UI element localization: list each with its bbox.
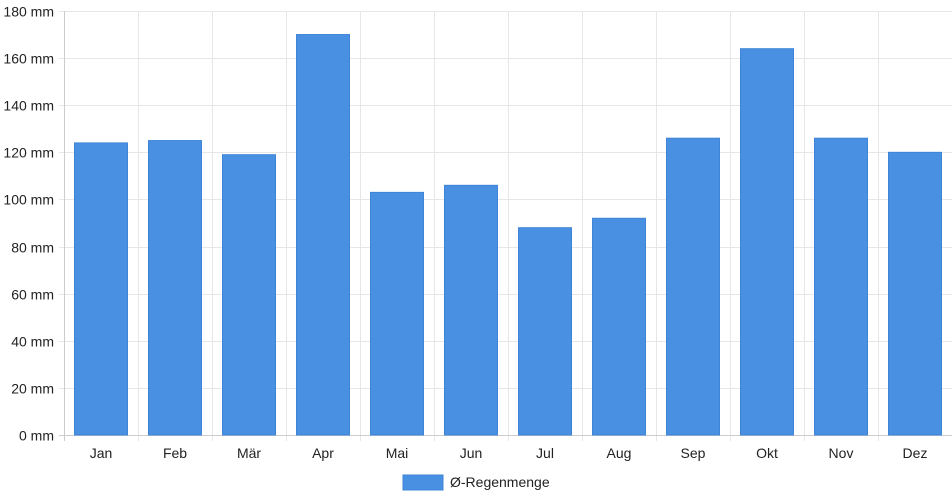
y-tick-label: 120 mm — [3, 145, 54, 161]
bar-nov[interactable] — [814, 137, 868, 436]
bar-mai[interactable] — [370, 191, 424, 436]
x-tick-label: Jul — [536, 445, 554, 461]
y-tick-label: 100 mm — [3, 192, 54, 208]
x-tick-label: Jan — [90, 445, 113, 461]
legend-label: Ø-Regenmenge — [450, 474, 550, 490]
y-tick-label: 20 mm — [11, 381, 54, 397]
y-tick-label: 60 mm — [11, 287, 54, 303]
x-tick-label: Mai — [386, 445, 409, 461]
x-tick-label: Aug — [607, 445, 632, 461]
x-tick-label: Okt — [756, 445, 778, 461]
legend[interactable]: Ø-Regenmenge — [402, 474, 550, 491]
y-tick-label: 40 mm — [11, 334, 54, 350]
axes — [59, 11, 952, 441]
x-tick-label: Sep — [681, 445, 706, 461]
bar-jan[interactable] — [74, 142, 128, 436]
y-tick-label: 140 mm — [3, 98, 54, 114]
x-tick-label: Mär — [237, 445, 261, 461]
y-tick-label: 180 mm — [3, 4, 54, 20]
x-tick-label: Dez — [903, 445, 928, 461]
bar-aug[interactable] — [592, 217, 646, 436]
bar-jul[interactable] — [518, 227, 572, 436]
y-tick-label: 160 mm — [3, 51, 54, 67]
bar-dez[interactable] — [888, 151, 942, 436]
x-tick-label: Feb — [163, 445, 187, 461]
bar-feb[interactable] — [148, 140, 202, 436]
bars — [74, 34, 942, 436]
legend-swatch — [402, 474, 444, 491]
x-tick-label: Apr — [312, 445, 334, 461]
bar-jun[interactable] — [444, 184, 498, 436]
bar-sep[interactable] — [666, 137, 720, 436]
y-tick-label: 80 mm — [11, 240, 54, 256]
x-tick-label: Jun — [460, 445, 483, 461]
x-tick-label: Nov — [829, 445, 854, 461]
bar-okt[interactable] — [740, 48, 794, 436]
y-axis-tick-labels: 0 mm 20 mm 40 mm 60 mm 80 mm 100 mm 120 mm 140 … — [3, 4, 54, 444]
bar-mär[interactable] — [222, 154, 276, 436]
x-axis-tick-labels: Jan Feb Mär Apr Mai Jun Jul Aug Sep Okt Nov Dez — [90, 445, 928, 461]
y-tick-label: 0 mm — [19, 428, 54, 444]
bar-apr[interactable] — [296, 34, 350, 436]
